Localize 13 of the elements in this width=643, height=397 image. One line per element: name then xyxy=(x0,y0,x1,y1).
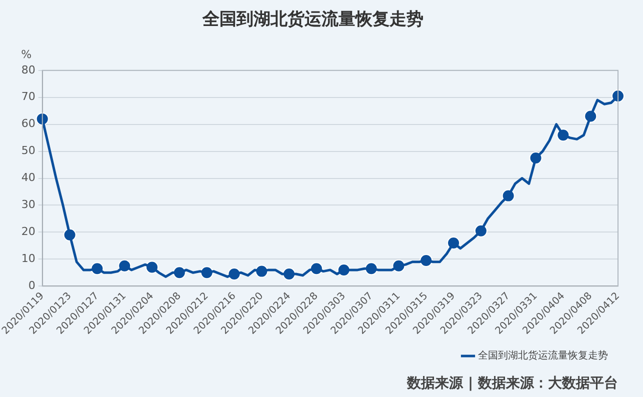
y-tick-label: 50 xyxy=(21,144,36,158)
y-tick-label: 20 xyxy=(21,225,36,238)
y-tick-label: 30 xyxy=(21,198,36,212)
y-tick-label: 10 xyxy=(21,252,36,266)
y-tick-label: 40 xyxy=(21,171,36,184)
y-tick-label: 80 xyxy=(21,63,36,76)
chart-title: 全国到湖北货运流量恢复走势 xyxy=(202,10,424,30)
source-note: 数据来源 | 数据来源：大数据平台 xyxy=(406,376,618,392)
y-tick-label: 0 xyxy=(28,279,36,292)
y-tick-label: 60 xyxy=(21,117,36,130)
legend-label: 全国到湖北货运流量恢复走势 xyxy=(478,350,608,362)
y-axis-title: % xyxy=(21,48,32,61)
y-tick-label: 70 xyxy=(21,90,36,104)
